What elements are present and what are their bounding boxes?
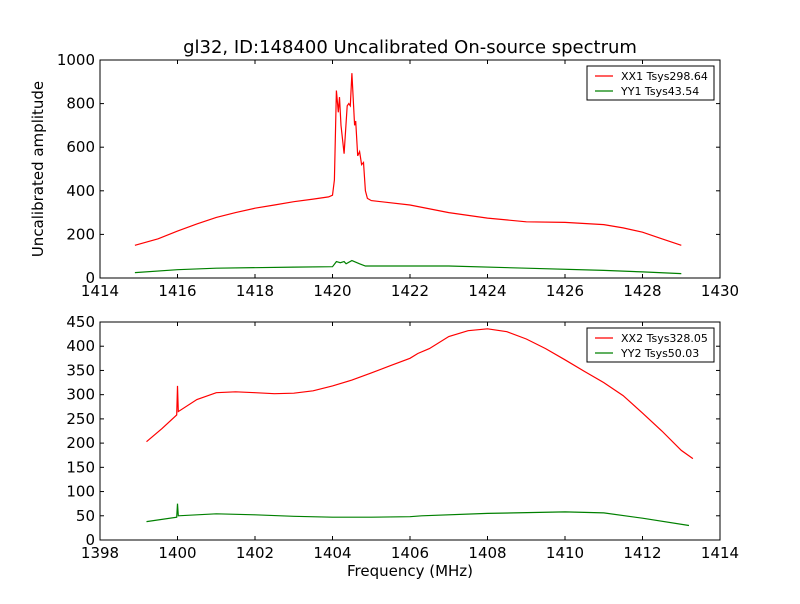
- y-tick-label: 600: [66, 138, 95, 156]
- y-tick-label: 350: [66, 361, 95, 379]
- y-tick-label: 0: [85, 269, 95, 287]
- y-tick-label: 450: [66, 313, 95, 331]
- x-tick-label: 1414: [701, 544, 739, 562]
- x-tick-label: 1402: [236, 544, 274, 562]
- x-tick-label: 1410: [546, 544, 584, 562]
- x-axis-label: Frequency (MHz): [347, 562, 473, 580]
- y-tick-label: 200: [66, 434, 95, 452]
- series-line-yy1: [134, 259, 682, 275]
- legend-label: YY2 Tsys50.03: [620, 347, 699, 360]
- x-tick-label: 1398: [81, 544, 119, 562]
- series-line-xx1: [134, 73, 682, 246]
- y-tick-label: 1000: [57, 51, 95, 69]
- y-tick-label: 100: [66, 483, 95, 501]
- x-tick-label: 1412: [623, 544, 661, 562]
- y-tick-label: 400: [66, 337, 95, 355]
- x-tick-label: 1426: [546, 282, 584, 300]
- y-tick-label: 800: [66, 95, 95, 113]
- y-tick-label: 200: [66, 225, 95, 243]
- y-axis-label: Uncalibrated amplitude: [29, 81, 47, 257]
- x-tick-label: 1418: [236, 282, 274, 300]
- legend-label: XX1 Tsys298.64: [621, 70, 708, 83]
- x-tick-label: 1416: [158, 282, 196, 300]
- x-tick-label: 1420: [313, 282, 351, 300]
- x-tick-label: 1406: [391, 544, 429, 562]
- x-tick-label: 1404: [313, 544, 351, 562]
- x-tick-label: 1424: [468, 282, 506, 300]
- x-tick-label: 1428: [623, 282, 661, 300]
- legend-label: YY1 Tsys43.54: [620, 85, 699, 98]
- legend-label: XX2 Tsys328.05: [621, 332, 708, 345]
- x-tick-label: 1430: [701, 282, 739, 300]
- chart-title: gl32, ID:148400 Uncalibrated On-source s…: [183, 37, 637, 58]
- legend-box: [586, 327, 715, 363]
- y-tick-label: 300: [66, 386, 95, 404]
- y-tick-label: 150: [66, 458, 95, 476]
- y-tick-label: 0: [85, 531, 95, 549]
- x-tick-label: 1422: [391, 282, 429, 300]
- x-tick-label: 1400: [158, 544, 196, 562]
- legend-box: [586, 65, 715, 101]
- series-line-xx2: [146, 328, 694, 460]
- x-tick-label: 1414: [81, 282, 119, 300]
- y-tick-label: 400: [66, 182, 95, 200]
- series-line-yy2: [146, 503, 690, 527]
- y-tick-label: 50: [76, 507, 95, 525]
- y-tick-label: 250: [66, 410, 95, 428]
- x-tick-label: 1408: [468, 544, 506, 562]
